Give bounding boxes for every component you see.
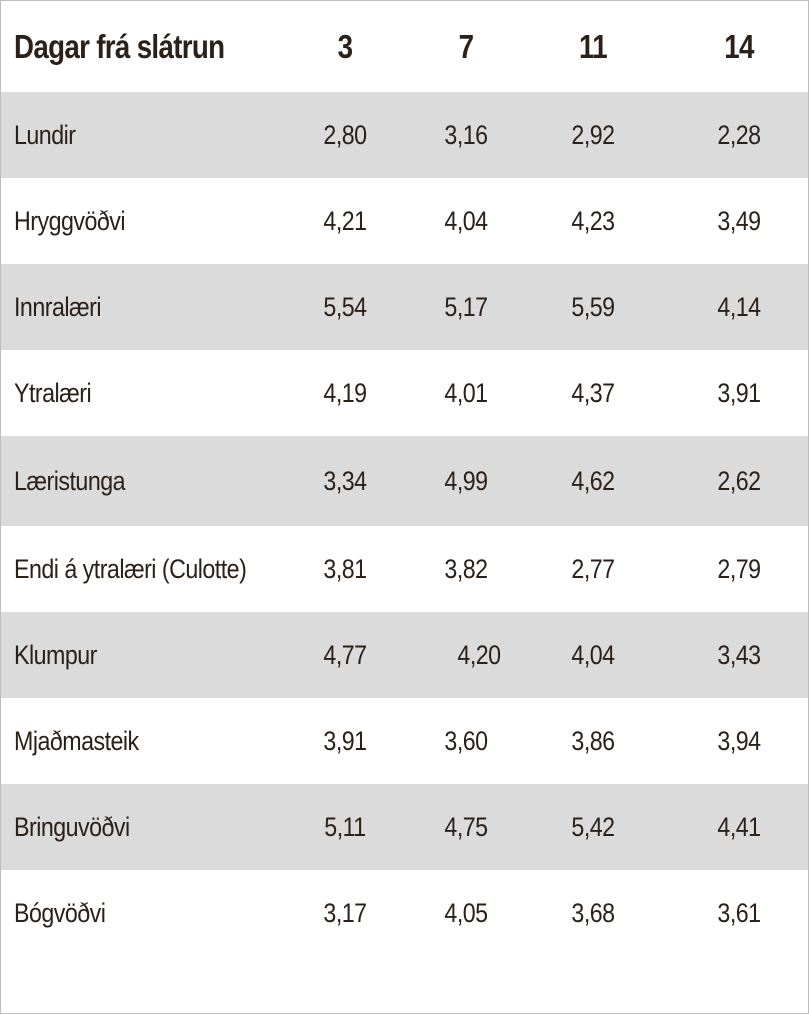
row-value: 2,77 — [571, 553, 615, 584]
table-row: Lundir 2,80 3,16 2,92 2,28 — [1, 92, 808, 178]
row-value: 3,61 — [717, 897, 761, 928]
row-value: 4,21 — [323, 205, 367, 236]
row-value: 2,79 — [717, 553, 761, 584]
table-row: Innralæri 5,54 5,17 5,59 4,14 — [1, 264, 808, 350]
row-value: 3,60 — [444, 725, 488, 756]
table-row: Ytralæri 4,19 4,01 4,37 3,91 — [1, 350, 808, 436]
header-col-3: 11 — [579, 27, 608, 65]
row-label: Lundir — [14, 119, 76, 150]
row-value: 2,80 — [323, 119, 367, 150]
row-value: 4,77 — [323, 639, 367, 670]
row-value: 4,99 — [444, 465, 488, 496]
row-value: 4,75 — [444, 811, 488, 842]
header-col-1: 3 — [337, 27, 353, 65]
row-value: 3,91 — [717, 377, 761, 408]
row-value: 4,19 — [323, 377, 367, 408]
row-value: 3,81 — [323, 553, 367, 584]
table-row: Hryggvöðvi 4,21 4,04 4,23 3,49 — [1, 178, 808, 264]
row-value: 3,17 — [323, 897, 367, 928]
row-label: Mjaðmasteik — [14, 725, 139, 756]
row-value: 4,23 — [571, 205, 615, 236]
row-value: 4,20 — [457, 639, 501, 670]
row-value: 5,54 — [323, 291, 367, 322]
row-value: 4,05 — [444, 897, 488, 928]
table-header-row: Dagar frá slátrun 3 7 11 14 — [1, 1, 808, 92]
row-value: 4,04 — [571, 639, 615, 670]
row-value: 3,34 — [323, 465, 367, 496]
row-value: 4,41 — [717, 811, 761, 842]
row-label: Hryggvöðvi — [14, 205, 126, 236]
row-label: Læristunga — [14, 465, 126, 496]
row-value: 3,16 — [444, 119, 488, 150]
row-label: Bringuvöðvi — [14, 811, 130, 842]
table-row: Endi á ytralæri (Culotte) 3,81 3,82 2,77… — [1, 526, 808, 612]
row-value: 3,86 — [571, 725, 615, 756]
row-value: 2,28 — [717, 119, 761, 150]
row-value: 4,14 — [717, 291, 761, 322]
row-label: Bógvöðvi — [14, 897, 106, 928]
row-value: 5,59 — [571, 291, 615, 322]
table-row: Bógvöðvi 3,17 4,05 3,68 3,61 — [1, 870, 808, 956]
table-row: Bringuvöðvi 5,11 4,75 5,42 4,41 — [1, 784, 808, 870]
row-value: 4,37 — [571, 377, 615, 408]
row-value: 3,43 — [717, 639, 761, 670]
row-value: 3,94 — [717, 725, 761, 756]
row-label: Endi á ytralæri (Culotte) — [14, 553, 247, 584]
row-value: 4,01 — [444, 377, 488, 408]
row-value: 4,62 — [571, 465, 615, 496]
row-value: 5,42 — [571, 811, 615, 842]
row-value: 5,11 — [324, 811, 366, 842]
header-label: Dagar frá slátrun — [14, 27, 225, 65]
header-col-2: 7 — [458, 27, 474, 65]
row-label: Ytralæri — [14, 377, 92, 408]
table-row: Mjaðmasteik 3,91 3,60 3,86 3,94 — [1, 698, 808, 784]
row-value: 3,49 — [717, 205, 761, 236]
row-value: 5,17 — [444, 291, 488, 322]
header-col-4: 14 — [724, 27, 754, 65]
row-value: 2,62 — [717, 465, 761, 496]
row-value: 3,91 — [323, 725, 367, 756]
row-label: Innralæri — [14, 291, 101, 322]
row-value: 2,92 — [571, 119, 615, 150]
row-value: 4,04 — [444, 205, 488, 236]
row-value: 3,68 — [571, 897, 615, 928]
row-value: 3,82 — [444, 553, 488, 584]
table-row: Klumpur 4,77 4,20 4,04 3,43 — [1, 612, 808, 698]
row-label: Klumpur — [14, 639, 97, 670]
table-row: Læristunga 3,34 4,99 4,62 2,62 — [1, 436, 808, 526]
